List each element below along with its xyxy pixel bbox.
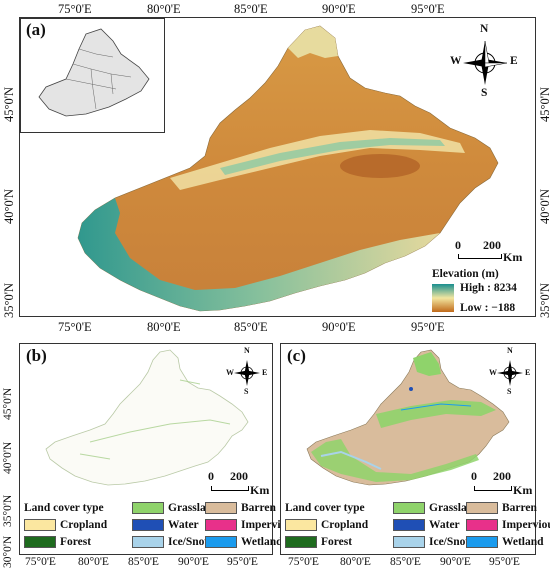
compass-n: N [480,23,489,35]
lat-tick: 45°0'N [538,86,550,122]
lon-tick: 80°0'E [147,320,181,334]
lat-tick: 45°0'N [2,387,14,420]
legend-swatch [466,519,498,532]
legend-forest: Forest [285,536,352,549]
lon-tick: 80°0'E [340,556,371,568]
elevation-legend-ramp [432,284,454,312]
compass-rose-b: N S W E [225,346,269,398]
legend-swatch [24,519,56,532]
compass-n: N [507,346,513,355]
lon-tick: 85°0'E [128,556,159,568]
lon-tick: 95°0'E [227,556,258,568]
lon-tick: 90°0'E [322,320,356,334]
legend-swatch [466,502,498,515]
legend-swatch [393,536,425,549]
legend-swatch [285,519,317,532]
legend-impervious: Impervious [466,519,550,532]
lat-tick: 35°0'N [2,282,16,318]
legend-forest: Forest [24,536,91,549]
panel-c: (c) N S W E 0 200 Km Land cover type Gra… [280,343,550,555]
legend-swatch [205,536,237,549]
lon-tick: 85°0'E [234,2,268,16]
compass-e: E [510,55,518,67]
legend-swatch [132,519,164,532]
lon-tick: 80°0'E [78,556,109,568]
legend-water: Water [393,519,460,532]
land-cover-legend-title: Land cover type [285,502,365,514]
legend-wetland: Wetland [466,536,544,549]
lat-tick: 35°0'N [2,494,14,527]
land-cover-legend-title: Land cover type [24,502,104,514]
legend-swatch [466,536,498,549]
legend-swatch [393,519,425,532]
compass-w: W [489,368,497,377]
legend-swatch [132,536,164,549]
legend-wetland: Wetland [205,536,283,549]
scalebar-c: 0 200 Km [471,469,533,497]
compass-rose-a: N S W E [450,23,520,103]
lon-tick: 90°0'E [322,2,356,16]
lon-tick: 85°0'E [234,320,268,334]
lon-tick: 75°0'E [288,556,319,568]
lon-tick: 95°0'E [411,320,445,334]
legend-cropland: Cropland [285,519,368,532]
scalebar-b: 0 200 Km [208,469,270,497]
lon-tick: 90°0'E [178,556,209,568]
lon-tick: 75°0'E [58,320,92,334]
panel-b-label: (b) [26,346,47,365]
elevation-high: High : 8234 [460,282,517,294]
legend-cropland: Cropland [24,519,107,532]
legend-swatch [205,502,237,515]
elevation-low: Low : −188 [460,302,516,314]
elevation-legend-title: Elevation (m) [432,268,499,280]
lat-tick: 40°0'N [2,441,14,474]
legend-ice-snow: Ice/Snow [132,536,213,549]
lon-tick: 80°0'E [147,2,181,16]
lon-tick: 95°0'E [411,2,445,16]
legend-swatch [393,502,425,515]
inset-locator-map [20,18,165,133]
compass-w: W [450,55,462,67]
lon-tick: 75°0'E [58,2,92,16]
legend-swatch [205,519,237,532]
legend-barren: Barren [205,502,276,515]
lat-tick: 40°0'N [2,188,16,224]
compass-w: W [226,368,234,377]
lat-tick: 45°0'N [2,86,16,122]
compass-s: S [507,387,512,396]
compass-e: E [525,368,531,377]
legend-barren: Barren [466,502,537,515]
legend-water: Water [132,519,199,532]
panel-c-label: (c) [287,346,306,365]
scalebar-a: 0 200 Km [455,238,523,264]
panel-b: (b) N S W E 0 200 Km Land cover type Gra… [19,343,297,555]
lat-tick: 40°0'N [538,188,550,224]
legend-swatch [132,502,164,515]
panel-a-label: (a) [26,20,46,39]
lat-tick: 35°0'N [538,282,550,318]
compass-e: E [262,368,268,377]
lon-tick: 90°0'E [440,556,471,568]
lon-tick: 95°0'E [489,556,520,568]
legend-ice-snow: Ice/Snow [393,536,474,549]
elevation-map [77,25,499,312]
lon-tick: 75°0'E [25,556,56,568]
lon-tick: 85°0'E [390,556,421,568]
cropland-map-outline [45,349,249,486]
compass-s: S [481,87,488,99]
legend-swatch [285,536,317,549]
lat-tick: 30°0'N [2,535,14,568]
compass-s: S [244,387,249,396]
compass-n: N [244,346,250,355]
legend-swatch [24,536,56,549]
compass-rose-c: N S W E [488,346,532,398]
panel-a: (a) N S W E 0 200 Km Elevation (m) High … [19,17,536,317]
